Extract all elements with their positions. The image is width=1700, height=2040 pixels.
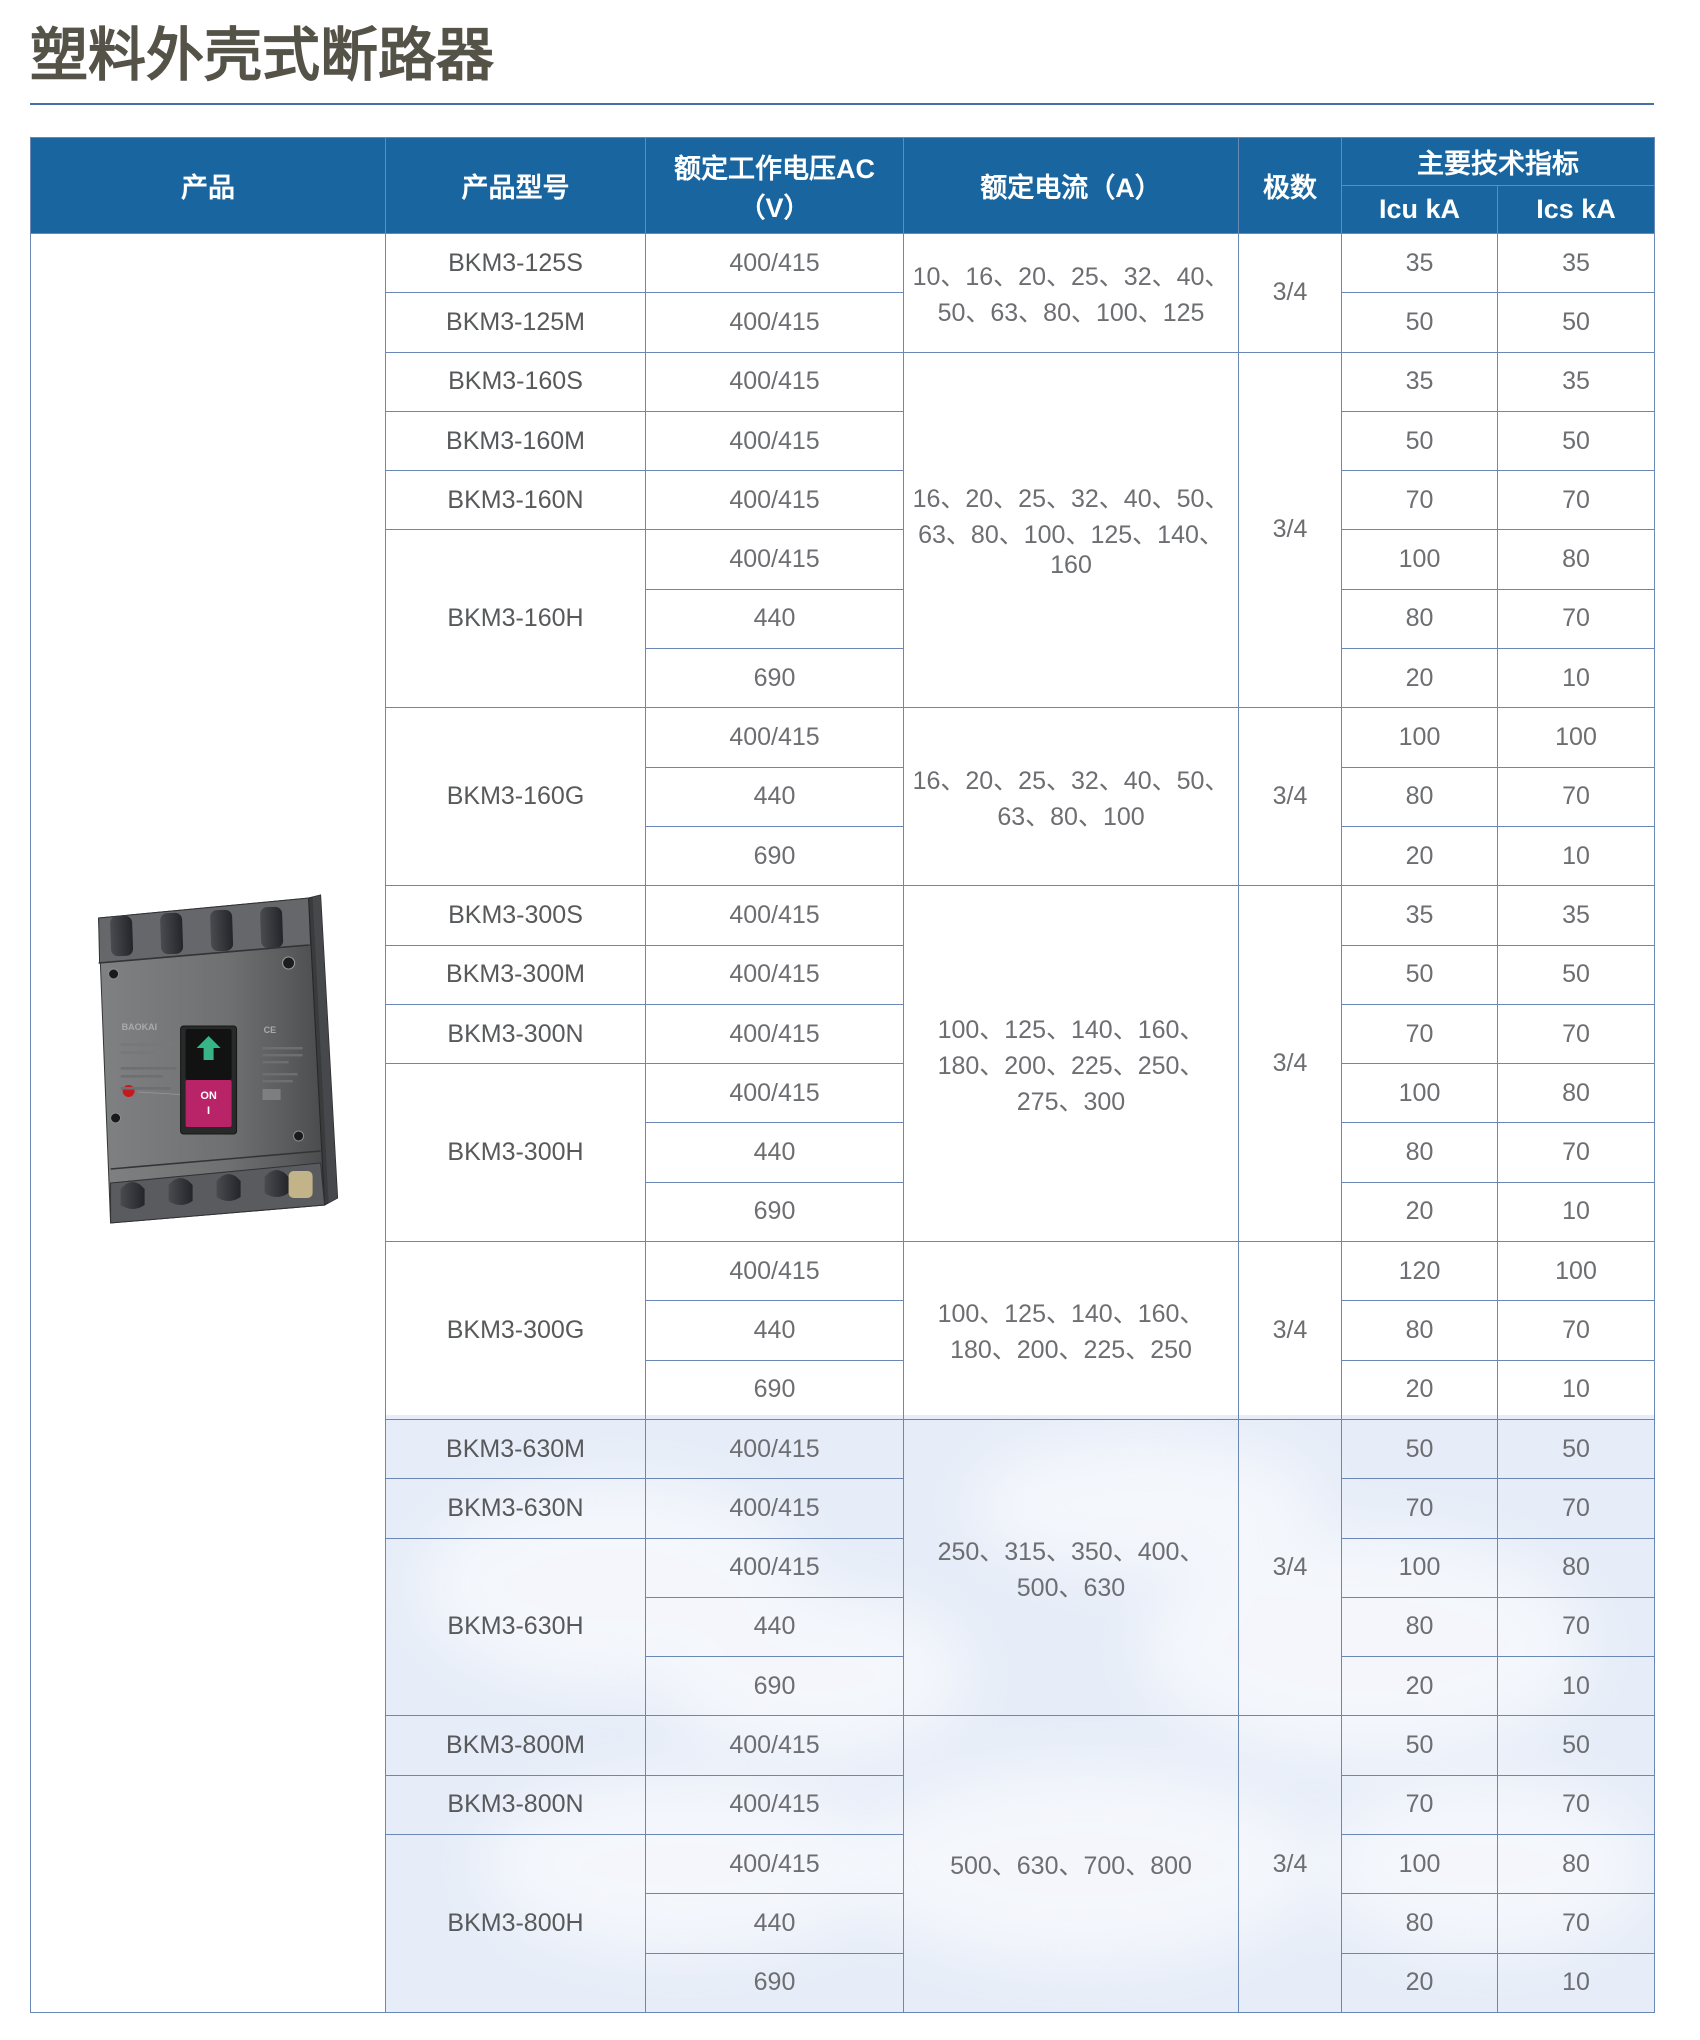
svg-text:BAOKAI: BAOKAI [122, 1022, 158, 1032]
svg-text:CE: CE [264, 1025, 277, 1035]
svg-text:I: I [207, 1105, 210, 1117]
svg-text:ON: ON [200, 1090, 217, 1102]
